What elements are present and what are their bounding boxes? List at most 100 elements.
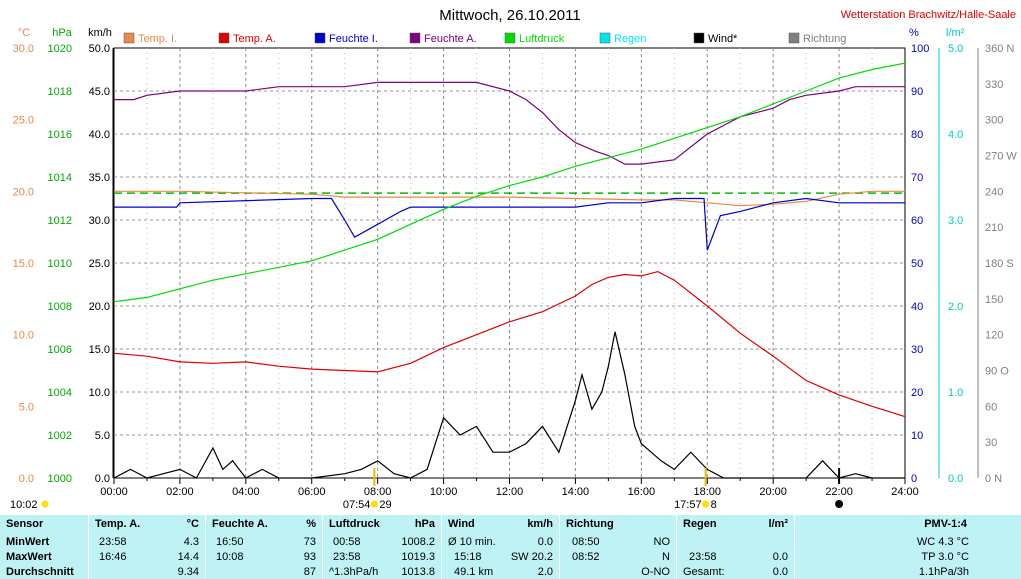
temp-axis-tick-label: 25.0 bbox=[13, 115, 34, 127]
separator bbox=[794, 515, 795, 579]
humidity-axis-tick-label: 0 bbox=[911, 473, 917, 485]
legend-label: Richtung bbox=[803, 33, 846, 45]
wind-axis-tick-label: 10.0 bbox=[89, 387, 110, 399]
humidity-axis-tick-label: 100 bbox=[911, 43, 929, 55]
pressure-axis-tick-label: 1008 bbox=[48, 301, 72, 313]
x-tick-label: 04:00 bbox=[232, 486, 260, 498]
temp-axis-tick-label: 10.0 bbox=[13, 330, 34, 342]
direction-axis-tick-label: 90 O bbox=[985, 366, 1009, 378]
pressure-axis-tick-label: 1002 bbox=[48, 430, 72, 442]
rain-total-label: Gesamt: bbox=[683, 566, 725, 578]
sunrise-time: 07:54 bbox=[343, 499, 371, 511]
pressure-axis-tick-label: 1016 bbox=[48, 129, 72, 141]
wind-min-label: Ø 10 min. bbox=[448, 536, 496, 548]
legend-swatch bbox=[599, 32, 611, 44]
pressure-axis-tick-label: 1010 bbox=[48, 258, 72, 270]
dir-header: Richtung bbox=[566, 518, 614, 530]
dir-min-value: NO bbox=[653, 536, 671, 548]
plot-area bbox=[113, 47, 906, 479]
wind-max-value: SW 20.2 bbox=[510, 551, 553, 563]
sunset-time: 17:57 bbox=[674, 499, 702, 511]
press-max-value: 1019.3 bbox=[401, 551, 435, 563]
hum-min-value: 73 bbox=[303, 536, 316, 548]
wind-header: Wind bbox=[448, 518, 475, 530]
legend-swatch bbox=[504, 32, 516, 44]
hum-header: Feuchte A. bbox=[212, 518, 268, 530]
pressure-column: Luftdruck hPa 00:58 1008.2 23:58 1019.3 … bbox=[323, 515, 441, 579]
temp-max-value: 14.4 bbox=[177, 551, 199, 563]
humidity-axis-tick-label: 20 bbox=[911, 387, 923, 399]
wind-min-value: 0.0 bbox=[537, 536, 553, 548]
wind-axis-tick-label: 35.0 bbox=[89, 172, 110, 184]
wind-axis-tick-label: 5.0 bbox=[95, 430, 110, 442]
pressure-axis-tick-label: 1000 bbox=[48, 473, 72, 485]
hum-max-value: 93 bbox=[303, 551, 316, 563]
press-max-time: 23:58 bbox=[333, 551, 361, 563]
rain-axis-tick-label: 0.0 bbox=[948, 473, 963, 485]
rain-max-value: 0.0 bbox=[772, 551, 788, 563]
direction-axis-tick-label: 120 bbox=[985, 330, 1003, 342]
sunset-marker-sun-icon bbox=[702, 500, 710, 508]
press-avg-value: 1013.8 bbox=[401, 566, 435, 578]
wind-axis-tick-label: 0.0 bbox=[95, 473, 110, 485]
pmv-column: PMV-1:4 WC 4.3 °C TP 3.0 °C 1.1hPa/3h bbox=[795, 515, 1021, 579]
press-unit: hPa bbox=[414, 518, 435, 530]
wind-axis-tick-label: 20.0 bbox=[89, 301, 110, 313]
temp-header: Temp. A. bbox=[95, 518, 141, 530]
rain-axis-tick-label: 1.0 bbox=[948, 387, 963, 399]
temp-axis-tick-label: 30.0 bbox=[13, 43, 34, 55]
direction-axis-tick-label: 60 bbox=[985, 401, 997, 413]
wind-unit: km/h bbox=[527, 518, 553, 530]
pressure-axis-tick-label: 1004 bbox=[48, 387, 72, 399]
rain-axis-tick-label: 2.0 bbox=[948, 301, 963, 313]
wind-distance: 49.1 km bbox=[454, 566, 494, 578]
humidity-axis-tick-label: 40 bbox=[911, 301, 923, 313]
sensor-header: Sensor bbox=[6, 518, 44, 530]
temp-axis-tick-label: 20.0 bbox=[13, 186, 34, 198]
x-tick-label: 02:00 bbox=[166, 486, 194, 498]
series-line bbox=[114, 81, 905, 165]
separator bbox=[322, 515, 323, 579]
x-tick-label: 10:00 bbox=[430, 486, 458, 498]
direction-axis-tick-label: 30 bbox=[985, 437, 997, 449]
hum-max-time: 10:08 bbox=[216, 551, 244, 563]
x-tick-label: 24:00 bbox=[891, 486, 919, 498]
x-tick-label: 14:00 bbox=[562, 486, 590, 498]
direction-axis-tick-label: 330 bbox=[985, 79, 1003, 91]
humidity-axis-tick-label: 10 bbox=[911, 430, 923, 442]
direction-axis-tick-label: 240 bbox=[985, 186, 1003, 198]
rain-axis-tick-label: 5.0 bbox=[948, 43, 963, 55]
separator bbox=[676, 515, 677, 579]
separator bbox=[88, 515, 89, 579]
legend-label: Feuchte A. bbox=[424, 33, 477, 45]
humidity-axis-tick-label: 70 bbox=[911, 172, 923, 184]
x-tick-label: 12:00 bbox=[496, 486, 524, 498]
rain-axis-unit: l/m² bbox=[946, 27, 965, 39]
moon-icon bbox=[835, 500, 844, 508]
temp-max-time: 16:46 bbox=[99, 551, 127, 563]
dir-max-time: 08:52 bbox=[572, 551, 600, 563]
rain-header: Regen bbox=[683, 518, 717, 530]
pressure-axis-tick-label: 1020 bbox=[48, 43, 72, 55]
daylight-duration: 10:02 bbox=[10, 499, 38, 511]
dir-avg-value: O-NO bbox=[641, 566, 670, 578]
press-min-time: 00:58 bbox=[333, 536, 361, 548]
press-trend: ^1.3hPa/h bbox=[329, 566, 379, 578]
direction-column: Richtung 08:50 NO 08:52 N O-NO bbox=[560, 515, 676, 579]
station-name: Wetterstation Brachwitz/Halle-Saale bbox=[841, 9, 1016, 21]
hum-unit: % bbox=[306, 518, 316, 530]
rain-axis-tick-label: 4.0 bbox=[948, 129, 963, 141]
temp-min-time: 23:58 bbox=[99, 536, 127, 548]
x-tick-label: 06:00 bbox=[298, 486, 326, 498]
row-label-max: MaxWert bbox=[6, 551, 52, 563]
pmv-pressure-trend: 1.1hPa/3h bbox=[918, 566, 969, 578]
wind-axis-tick-label: 30.0 bbox=[89, 215, 110, 227]
legend-swatch bbox=[693, 32, 705, 44]
press-min-value: 1008.2 bbox=[401, 536, 435, 548]
x-tick-label: 20:00 bbox=[759, 486, 787, 498]
direction-axis-tick-label: 210 bbox=[985, 222, 1003, 234]
wind-axis-tick-label: 45.0 bbox=[89, 86, 110, 98]
humidity-axis-tick-label: 80 bbox=[911, 129, 923, 141]
direction-axis-tick-label: 360 N bbox=[985, 43, 1014, 55]
temp-avg-value: 9.34 bbox=[177, 566, 199, 578]
